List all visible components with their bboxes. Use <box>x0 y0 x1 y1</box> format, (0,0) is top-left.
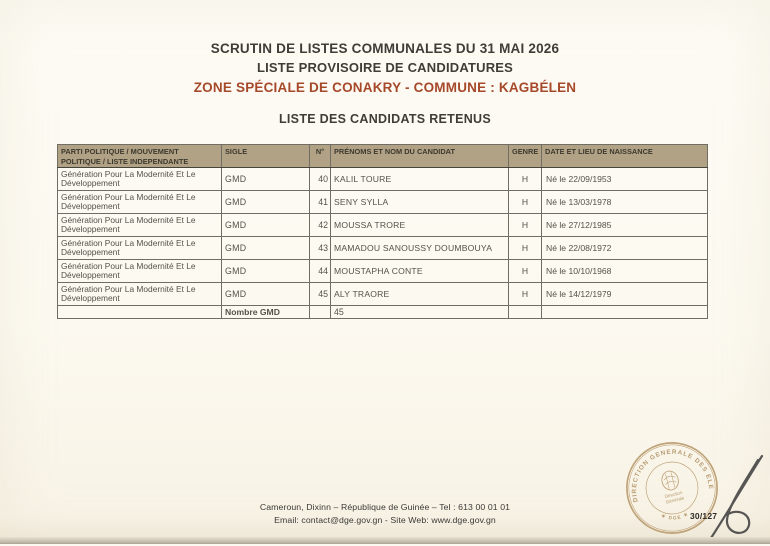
table-row: Génération Pour La Modernité Et Le Dével… <box>57 282 708 307</box>
seal-outer-ring <box>626 442 718 534</box>
title-liste-provisoire: LISTE PROVISOIRE DE CANDIDATURES <box>256 60 514 75</box>
cell-parti: Génération Pour La Modernité Et Le Dével… <box>57 167 222 192</box>
title-scrutin: SCRUTIN DE LISTES COMMUNALES DU 31 MAI 2… <box>210 41 560 56</box>
seal-center-line2: Générale <box>665 495 685 505</box>
cell-nom: KALIL TOURE <box>330 167 509 192</box>
col-header-sigle: SIGLE <box>221 143 310 169</box>
cell-sigle: GMD <box>221 167 310 192</box>
table-row: Génération Pour La Modernité Et Le Dével… <box>57 190 708 215</box>
cell-nom: SENY SYLLA <box>330 190 509 215</box>
signature-slash <box>709 454 764 540</box>
cell-nom: MOUSSA TRORE <box>330 213 509 238</box>
cell-sigle: GMD <box>221 282 310 307</box>
cell-genre: H <box>508 259 542 284</box>
cell-parti: Génération Pour La Modernité Et Le Dével… <box>57 213 222 238</box>
summary-empty-genre <box>508 305 542 320</box>
cell-nom: ALY TRAORE <box>330 282 509 307</box>
col-header-naissance: DATE ET LIEU DE NAISSANCE <box>541 143 708 169</box>
cell-numero: 45 <box>309 282 331 307</box>
seal-center-line1: Direction <box>664 490 683 499</box>
summary-empty-naissance <box>541 305 708 320</box>
cell-naissance: Né le 22/09/1953 <box>541 167 708 192</box>
cell-parti: Génération Pour La Modernité Et Le Dével… <box>57 282 222 307</box>
summary-total: 45 <box>330 305 509 320</box>
cell-numero: 40 <box>309 167 331 192</box>
cell-sigle: GMD <box>221 259 310 284</box>
cell-naissance: Né le 27/12/1985 <box>541 213 708 238</box>
cell-nom: MAMADOU SANOUSSY DOUMBOUYA <box>330 236 509 261</box>
cell-genre: H <box>508 282 542 307</box>
cell-genre: H <box>508 213 542 238</box>
col-header-genre: GENRE <box>508 143 542 169</box>
col-header-numero: N° <box>309 143 331 169</box>
title-candidats-retenus: LISTE DES CANDIDATS RETENUS <box>278 112 492 126</box>
cell-numero: 44 <box>309 259 331 284</box>
cell-parti: Génération Pour La Modernité Et Le Dével… <box>57 190 222 215</box>
seal-inner-ring <box>645 461 699 515</box>
seal-emblem <box>661 470 679 491</box>
cell-genre: H <box>508 167 542 192</box>
signature-loop <box>725 458 760 534</box>
col-header-parti: PARTI POLITIQUE / MOUVEMENT POLITIQUE / … <box>57 143 222 169</box>
cell-numero: 42 <box>309 213 331 238</box>
table-header-row: PARTI POLITIQUE / MOUVEMENT POLITIQUE / … <box>57 143 708 169</box>
cell-sigle: GMD <box>221 213 310 238</box>
cell-numero: 43 <box>309 236 331 261</box>
cell-nom: MOUSTAPHA CONTE <box>330 259 509 284</box>
cell-genre: H <box>508 236 542 261</box>
handwritten-signature <box>709 454 764 540</box>
cell-sigle: GMD <box>221 236 310 261</box>
candidates-table: PARTI POLITIQUE / MOUVEMENT POLITIQUE / … <box>57 143 708 320</box>
col-header-nom: PRÉNOMS ET NOM DU CANDIDAT <box>330 143 509 169</box>
summary-label: Nombre GMD <box>221 305 310 320</box>
summary-empty-parti <box>57 305 222 320</box>
summary-empty-numero <box>309 305 331 320</box>
cell-naissance: Né le 10/10/1968 <box>541 259 708 284</box>
table-row: Génération Pour La Modernité Et Le Dével… <box>57 259 708 284</box>
cell-numero: 41 <box>309 190 331 215</box>
cell-naissance: Né le 22/08/1972 <box>541 236 708 261</box>
cell-parti: Génération Pour La Modernité Et Le Dével… <box>57 259 222 284</box>
seal-outer-ring-inner <box>628 444 716 532</box>
footer-contact-line: Email: contact@dge.gov.gn - Site Web: ww… <box>274 515 496 525</box>
seal-emblem-detail <box>663 472 677 489</box>
page-number: 30/127 <box>690 511 718 521</box>
scan-bottom-edge <box>0 537 770 544</box>
title-zone-commune: ZONE SPÉCIALE DE CONAKRY - COMMUNE : KAG… <box>193 80 577 95</box>
table-row: Génération Pour La Modernité Et Le Dével… <box>57 167 708 192</box>
table-row: Génération Pour La Modernité Et Le Dével… <box>57 213 708 238</box>
cell-naissance: Né le 13/03/1978 <box>541 190 708 215</box>
cell-sigle: GMD <box>221 190 310 215</box>
footer-address-line: Cameroun, Dixinn – République de Guinée … <box>259 502 511 512</box>
cell-genre: H <box>508 190 542 215</box>
cell-naissance: Né le 14/12/1979 <box>541 282 708 307</box>
cell-parti: Génération Pour La Modernité Et Le Dével… <box>57 236 222 261</box>
table-row: Génération Pour La Modernité Et Le Dével… <box>57 236 708 261</box>
summary-row: Nombre GMD 45 <box>57 305 708 320</box>
